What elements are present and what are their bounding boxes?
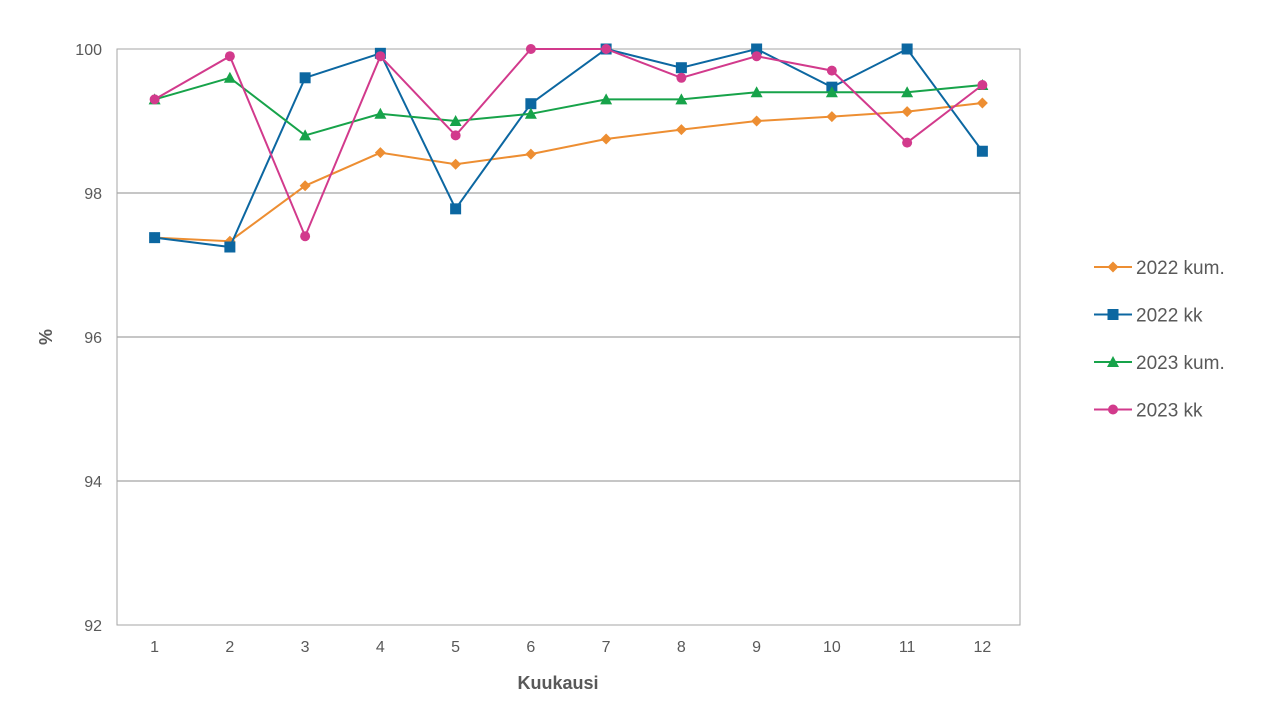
x-tick-label: 7 (602, 639, 611, 656)
circle-marker (751, 51, 762, 62)
series-group (148, 43, 989, 253)
triangle-marker (901, 86, 914, 98)
legend-item: 2022 kk (1094, 306, 1203, 327)
legend-item: 2022 kum. (1094, 258, 1225, 279)
square-marker (901, 43, 913, 55)
y-tick-label: 98 (84, 186, 102, 203)
circle-marker (1108, 404, 1118, 415)
x-tick-label: 5 (451, 639, 460, 656)
circle-marker (224, 51, 235, 62)
series-line (154, 47, 984, 249)
series-2023-kk (149, 44, 988, 242)
series-line (154, 102, 983, 243)
y-tick-label: 92 (84, 618, 102, 635)
square-marker (525, 98, 537, 110)
circle-marker (902, 137, 913, 148)
triangle-marker (449, 115, 462, 126)
circle-marker (450, 130, 461, 141)
square-marker (675, 62, 687, 74)
square-marker (450, 203, 462, 215)
circle-marker (676, 72, 687, 83)
circle-marker (826, 65, 837, 76)
legend-item: 2023 kum. (1094, 353, 1225, 374)
x-tick-label: 3 (301, 639, 310, 656)
triangle-marker (374, 107, 387, 119)
diamond-marker (976, 97, 988, 109)
diamond-marker (1107, 261, 1119, 273)
square-marker (224, 241, 236, 253)
square-marker (1107, 309, 1119, 320)
diamond-marker (299, 180, 311, 192)
x-tick-label: 9 (752, 639, 761, 656)
x-tick-label: 6 (526, 639, 535, 656)
triangle-marker (299, 129, 312, 141)
x-tick-label: 12 (973, 639, 991, 656)
legend-item: 2023 kk (1094, 401, 1203, 422)
x-tick-label: 1 (150, 639, 159, 656)
diamond-marker (826, 111, 838, 123)
circle-marker (375, 51, 386, 62)
legend-label: 2022 kum. (1136, 258, 1225, 279)
x-tick-label: 8 (677, 639, 686, 656)
diamond-marker (374, 147, 386, 159)
y-axis-label: % (36, 329, 56, 345)
y-tick-label: 100 (75, 42, 102, 59)
y-tick-label: 96 (84, 330, 102, 347)
gridlines (116, 48, 1021, 626)
square-marker (299, 72, 311, 84)
square-marker (751, 43, 763, 55)
x-tick-label: 10 (823, 639, 841, 656)
series-2023-kum- (148, 71, 989, 141)
diamond-marker (600, 133, 612, 145)
diamond-marker (675, 124, 687, 136)
square-marker (976, 145, 988, 157)
y-tick-label: 94 (84, 474, 102, 491)
y-axis-ticks: 92 94 96 98 100 (75, 42, 102, 635)
circle-marker (977, 80, 988, 90)
x-tick-label: 2 (225, 639, 234, 656)
circle-marker (601, 44, 612, 54)
series-2022-kk (149, 43, 988, 253)
triangle-marker (825, 86, 838, 98)
series-line (154, 76, 983, 137)
series-2022-kum- (149, 97, 988, 247)
circle-marker (525, 44, 536, 54)
legend-label: 2023 kum. (1136, 353, 1225, 374)
diamond-marker (751, 115, 763, 127)
x-axis-ticks: 1 2 3 4 5 6 7 8 9 10 11 12 (150, 639, 991, 656)
triangle-marker (750, 86, 763, 98)
legend: 2022 kum. 2022 kk 2023 kum. 2023 kk (1094, 258, 1225, 422)
triangle-marker (1107, 356, 1119, 367)
circle-marker (149, 94, 160, 105)
diamond-marker (525, 148, 537, 160)
diamond-marker (901, 106, 913, 118)
circle-marker (300, 231, 311, 242)
legend-label: 2022 kk (1136, 306, 1203, 327)
legend-label: 2023 kk (1136, 401, 1203, 422)
square-marker (149, 232, 161, 244)
diamond-marker (450, 158, 462, 170)
series-line (154, 48, 983, 239)
triangle-marker (223, 71, 236, 83)
x-tick-label: 4 (376, 639, 385, 656)
x-tick-label: 11 (899, 639, 916, 656)
triangle-marker (675, 93, 688, 105)
triangle-marker (600, 93, 613, 105)
x-axis-label: Kuukausi (517, 673, 598, 693)
triangle-marker (524, 107, 537, 119)
